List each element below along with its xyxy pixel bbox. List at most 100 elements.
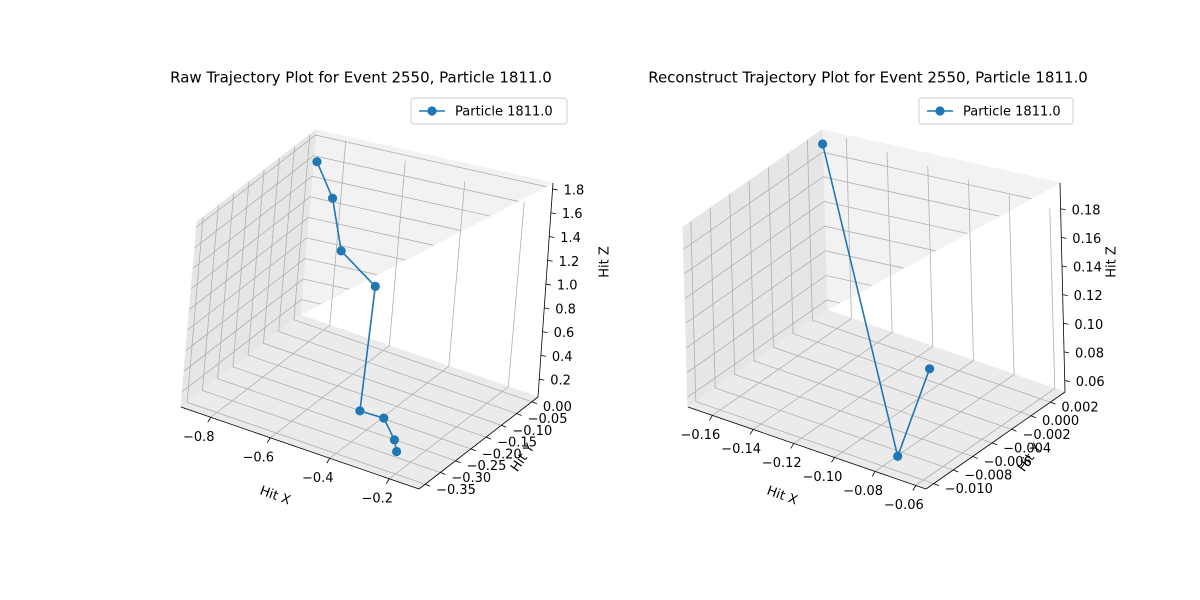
back-pane: [821, 129, 1062, 311]
gridline-z: [687, 299, 840, 398]
z-tick-mark: [1063, 351, 1070, 354]
z-tick-mark: [1062, 294, 1068, 297]
chart-title: Raw Trajectory Plot for Event 2550, Part…: [170, 69, 552, 87]
gridlines: [683, 138, 1056, 486]
y-tick-mark: [1050, 401, 1056, 405]
data-point: [925, 364, 935, 374]
y-tick-label: −0.15: [497, 436, 537, 451]
gridline-y: [729, 194, 973, 457]
x-tick-mark: [326, 458, 331, 464]
data-point: [392, 446, 402, 457]
x-tick-label: −0.14: [721, 442, 761, 457]
axis-panes: [682, 129, 1067, 490]
y-tick-mark: [485, 436, 492, 440]
legend-label: Particle 1811.0: [455, 105, 553, 120]
gridline-z: [684, 176, 1000, 275]
gridline-y: [768, 167, 1012, 430]
gridline-z: [190, 196, 462, 290]
x-tick-label: −0.08: [843, 484, 883, 499]
x-tick-label: −0.6: [242, 450, 274, 465]
axis-lines: [687, 182, 1066, 490]
y-tick-label: 0.002: [1061, 401, 1098, 416]
gridline-z: [196, 134, 547, 228]
z-tick-label: 1.0: [557, 279, 578, 294]
z-tick-label: 0.14: [1073, 261, 1102, 276]
y-tick-mark: [424, 483, 431, 487]
gridline-y: [690, 221, 934, 484]
z-tick-label: 0.08: [1075, 346, 1104, 361]
x-tick-mark: [266, 437, 271, 443]
y-tick-label: −0.30: [451, 471, 491, 486]
y-tick-label: 0.000: [1042, 414, 1079, 429]
y-tick-mark: [470, 448, 477, 452]
gridline-z: [685, 225, 936, 324]
z-axis-label: Hit Z: [1105, 246, 1120, 278]
y-tick-mark: [440, 472, 446, 475]
z-tick-label: 0.2: [550, 374, 571, 389]
y-tick-label: −0.006: [984, 455, 1032, 470]
y-tick-label: −0.004: [1003, 441, 1051, 456]
y-tick-label: −0.10: [512, 424, 552, 439]
data-point: [312, 157, 322, 167]
z-tick-label: 0.06: [1076, 375, 1105, 390]
x-axis-label: Hit X: [765, 484, 800, 509]
raw-trajectory-panel: −0.8 −0.6 −0.4 −0.2 0.00−0.05−0.10−0.15−0.20…: [170, 69, 612, 509]
y-tick-label: −0.05: [528, 412, 568, 427]
data-point: [328, 193, 338, 203]
z-axis-line: [537, 182, 554, 398]
z-tick-mark: [547, 259, 553, 262]
chart-title: Reconstruct Trajectory Plot for Event 25…: [648, 69, 1088, 87]
y-tick-mark: [953, 469, 959, 473]
x-axis-label: Hit X: [258, 484, 293, 509]
gridline-y: [278, 146, 517, 414]
gridline-x: [329, 181, 466, 459]
legend: Particle 1811.0: [918, 97, 1074, 125]
z-tick-label: 0.4: [552, 350, 573, 365]
x-tick-label: −0.2: [361, 491, 393, 506]
gridline-y: [293, 134, 533, 403]
data-point: [389, 435, 399, 445]
y-tick-mark: [933, 483, 939, 486]
gridline-z: [684, 201, 968, 299]
z-tick-label: 0.10: [1074, 318, 1103, 333]
legend-marker-swatch: [427, 106, 437, 116]
gridline-y: [709, 207, 954, 471]
gridline-z: [189, 216, 434, 310]
x-tick-mark: [912, 485, 917, 491]
x-tick-label: −0.16: [680, 428, 720, 443]
gridline-x: [210, 140, 347, 418]
z-tick-mark: [540, 354, 546, 357]
gridline-y: [807, 140, 1051, 403]
y-tick-label: −0.008: [964, 469, 1012, 484]
z-tick-label: 1.8: [564, 183, 585, 198]
x-tick-label: −0.06: [884, 498, 924, 513]
z-tick-mark: [1064, 380, 1070, 382]
x-tick-mark: [749, 429, 754, 435]
gridline-y: [787, 153, 1032, 417]
z-tick-mark: [1063, 322, 1069, 325]
x-axis-line: [687, 406, 927, 490]
data-point: [818, 139, 828, 149]
z-tick-mark: [549, 236, 555, 238]
z-axis-line: [1059, 182, 1066, 393]
data-point: [893, 451, 903, 461]
gridline-z: [194, 155, 518, 249]
z-tick-mark: [542, 331, 548, 334]
x-tick-mark: [709, 415, 713, 421]
gridline-z: [686, 250, 904, 349]
y-tick-mark: [516, 413, 522, 416]
x-tick-mark: [385, 478, 390, 484]
z-tick-mark: [1060, 208, 1066, 211]
z-tick-mark: [544, 307, 550, 310]
gridline-z: [182, 299, 322, 392]
z-tick-mark: [1061, 265, 1068, 268]
gridline-y: [217, 193, 456, 462]
gridline-y: [247, 170, 487, 438]
axis-lines: [180, 182, 554, 490]
y-axis-line: [925, 391, 1066, 490]
legend-box: [918, 97, 1074, 125]
series-0: [818, 139, 935, 461]
gridline-z: [187, 237, 406, 331]
x-tick-label: −0.8: [183, 430, 215, 445]
data-point: [336, 246, 346, 256]
